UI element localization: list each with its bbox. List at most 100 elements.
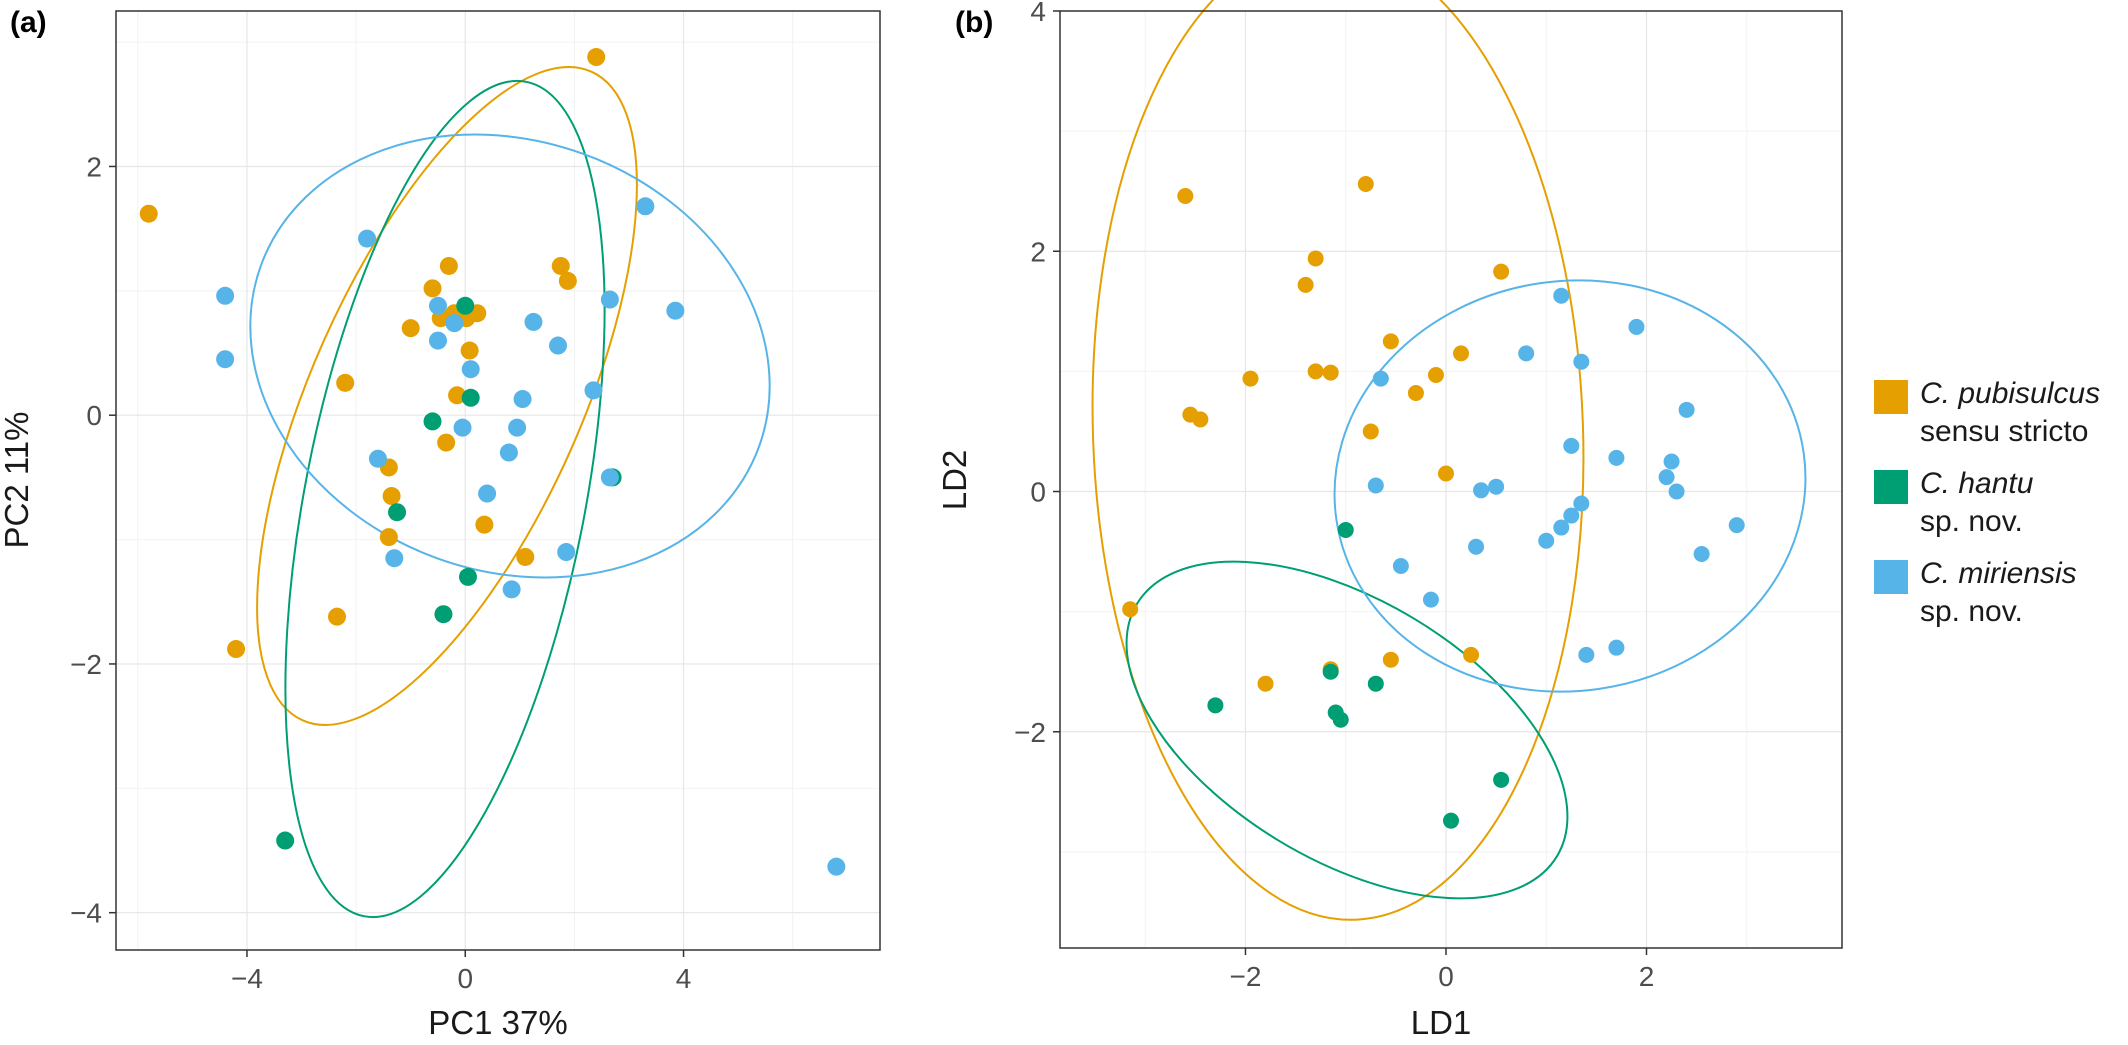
point-c-miriensis [216,350,235,369]
legend-swatch-c-hantu [1874,470,1908,504]
legend-item-c-hantu: C. hantu sp. nov. [1874,465,2100,555]
point-c-pubisulcus [401,319,420,338]
point-c-miriensis [524,312,543,331]
panel-a-plot: −4 0 4 −4 −2 0 2 PC1 37% PC2 11% [0,10,881,1041]
y-tick-label: −2 [70,649,102,680]
point-c-miriensis [385,549,404,568]
x-tick-label: 0 [457,963,473,994]
point-c-hantu [423,412,442,431]
point-c-miriensis [502,580,521,599]
point-c-pubisulcus [1427,366,1444,383]
point-c-miriensis [1518,345,1535,362]
panel-b-points [1122,175,1745,829]
point-c-hantu [276,831,295,850]
panel-b-ticks: −2 0 2 −2 0 2 4 [1014,0,1654,992]
point-c-pubisulcus [1463,646,1480,663]
x-tick-label: 0 [1438,961,1454,992]
panel-b-x-axis-title: LD1 [1411,1004,1472,1041]
point-c-miriensis [1563,507,1580,524]
y-tick-label: 2 [86,151,102,182]
point-c-pubisulcus [328,607,347,626]
panel-a-tag: (a) [10,6,47,39]
legend-label: C. miriensis sp. nov. [1920,555,2077,631]
point-c-miriensis [1668,483,1685,500]
point-c-pubisulcus [1307,250,1324,267]
point-c-miriensis [1422,591,1439,608]
panel-b-ellipses [1091,0,1807,921]
point-c-hantu [1322,663,1339,680]
legend: C. pubisulcus sensu stricto C. hantu sp.… [1874,375,2100,645]
x-tick-label: −2 [1230,961,1262,992]
panel-b-y-axis-title: LD2 [936,450,973,511]
legend-species-name: C. miriensis [1920,557,2077,590]
point-c-hantu [1332,711,1349,728]
point-c-miriensis [1473,482,1490,499]
ellipse-c-miriensis [1333,279,1807,693]
panel-a-points [139,48,846,876]
panel-a-y-axis-title: PC2 11% [0,412,35,549]
series-c-miriensis [1367,287,1745,663]
ellipse-c-pubisulcus [256,66,638,726]
legend-item-c-pubisulcus: C. pubisulcus sensu stricto [1874,375,2100,465]
legend-qualifier: sp. nov. [1920,505,2023,538]
point-c-miriensis [1573,353,1590,370]
point-c-pubisulcus [1437,465,1454,482]
legend-species-name: C. hantu [1920,467,2034,500]
series-c-hantu [276,296,622,850]
point-c-miriensis [216,286,235,305]
y-tick-label: 0 [1030,477,1046,508]
point-c-pubisulcus [1493,263,1510,280]
point-c-miriensis [508,418,527,437]
ellipse-c-miriensis [249,133,771,579]
point-c-pubisulcus [516,547,535,566]
point-c-pubisulcus [1122,601,1139,618]
point-c-miriensis [1563,437,1580,454]
point-c-miriensis [1488,478,1505,495]
legend-swatch-c-miriensis [1874,560,1908,594]
panel-b-frame [1059,10,1843,949]
point-c-pubisulcus [1192,411,1209,428]
point-c-pubisulcus [1177,187,1194,204]
legend-label: C. hantu sp. nov. [1920,465,2033,541]
point-c-miriensis [1608,639,1625,656]
point-c-miriensis [1628,318,1645,335]
point-c-miriensis [1553,519,1570,536]
panel-a-plot-area [116,11,880,950]
point-c-pubisulcus [227,640,246,659]
point-c-miriensis [453,418,472,437]
point-c-pubisulcus [475,515,494,534]
point-c-miriensis [478,484,497,503]
point-c-miriensis [513,390,532,409]
point-c-miriensis [549,336,568,355]
point-c-pubisulcus [1322,364,1339,381]
point-c-miriensis [368,449,387,468]
point-c-pubisulcus [1362,423,1379,440]
x-tick-label: 4 [676,963,692,994]
point-c-hantu [1443,812,1459,829]
point-c-pubisulcus [423,279,442,298]
point-c-hantu [434,605,453,624]
point-c-miriensis [1367,477,1384,494]
point-c-miriensis [499,443,518,462]
point-c-pubisulcus [1382,651,1399,668]
point-c-miriensis [557,543,576,562]
y-tick-label: 2 [1030,236,1046,267]
panel-a-x-axis-title: PC1 37% [428,1004,567,1041]
ellipse-c-hantu [1125,560,1569,900]
legend-label: C. pubisulcus sensu stricto [1920,375,2100,451]
series-c-hantu [1207,521,1510,829]
point-c-pubisulcus [587,48,606,67]
point-c-miriensis [461,360,480,379]
panel-a-ticks: −4 0 4 −4 −2 0 2 [70,151,691,994]
point-c-pubisulcus [558,271,577,290]
point-c-pubisulcus [460,341,479,360]
point-c-pubisulcus [1357,175,1374,192]
point-c-pubisulcus [1453,345,1470,362]
point-c-pubisulcus [336,373,355,392]
point-c-miriensis [1372,370,1389,387]
legend-item-c-miriensis: C. miriensis sp. nov. [1874,555,2100,645]
point-c-pubisulcus [1257,675,1274,692]
point-c-miriensis [1663,453,1680,470]
panel-b-tag: (b) [955,6,994,39]
